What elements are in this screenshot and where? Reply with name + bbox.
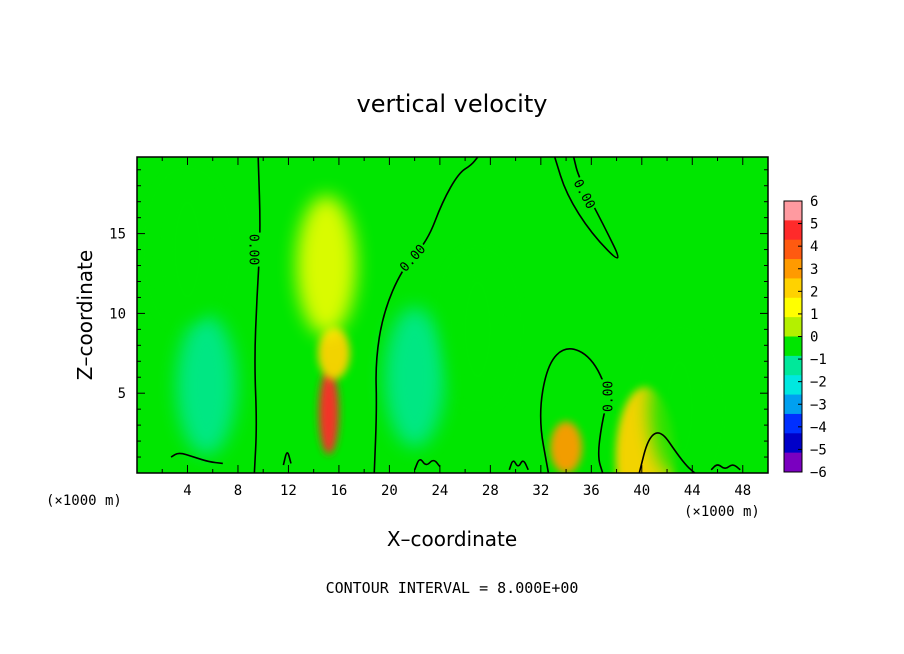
zero-contour-line (710, 464, 741, 471)
field-feature (550, 421, 583, 473)
field-feature (649, 339, 710, 473)
colorbar-swatch (784, 220, 802, 241)
colorbar-label: −2 (810, 375, 827, 391)
colorbar-label: −4 (810, 420, 827, 436)
colorbar-swatch (784, 278, 802, 299)
x-tick-label: 28 (482, 483, 499, 499)
colorbar: 6 5 4 3 2 1 0 −1 −2 −3 −4 −5 −6 (783, 194, 827, 481)
colorbar-swatch (784, 336, 802, 357)
zero-contour-line (282, 452, 292, 466)
colorbar-swatch (784, 239, 802, 260)
x-tick-label: 4 (183, 483, 191, 499)
zero-contour-line (539, 348, 608, 473)
colorbar-label: 4 (810, 239, 818, 255)
colorbar-label: −6 (810, 465, 827, 481)
contour-label: 0.00 (245, 234, 260, 265)
x-axis-label: X–coordinate (387, 527, 517, 551)
zero-contour-line (508, 460, 529, 471)
x-tick-label: 44 (684, 483, 701, 499)
x-axis-ticks: 4 8 12 16 20 24 28 32 36 40 44 48 (136, 157, 769, 499)
x-unit-left: (×1000 m) (46, 493, 122, 509)
colorbar-swatch (784, 375, 802, 396)
y-axis-label: Z–coordinate (73, 250, 97, 380)
colorbar-swatch (784, 355, 802, 376)
contour-interval-note: CONTOUR INTERVAL = 8.000E+00 (326, 579, 579, 597)
colorbar-swatch (784, 394, 802, 415)
colorbar-swatch (784, 413, 802, 434)
x-unit-right: (×1000 m) (684, 504, 760, 520)
x-tick-label: 8 (234, 483, 242, 499)
field-feature (384, 307, 445, 448)
contour-label-bg (394, 239, 430, 276)
field-feature (317, 327, 350, 380)
colorbar-label: 0 (810, 330, 818, 346)
velocity-field (157, 179, 710, 473)
colorbar-label: −1 (810, 352, 827, 368)
colorbar-label: 5 (810, 217, 818, 233)
field-feature (318, 370, 339, 455)
x-tick-label: 40 (633, 483, 650, 499)
y-tick-label: 10 (109, 306, 126, 322)
zero-contour-line (170, 452, 223, 465)
field-feature (176, 315, 237, 456)
plot-area: 0.00 0.000.000.00 (136, 156, 769, 474)
colorbar-label: −5 (810, 442, 827, 458)
chart-title: vertical velocity (357, 90, 548, 118)
plot-frame (136, 156, 769, 474)
x-tick-label: 20 (381, 483, 398, 499)
colorbar-label: 6 (810, 194, 818, 210)
x-tick-label: 48 (734, 483, 751, 499)
colorbar-swatch (784, 452, 802, 473)
y-axis-ticks: 5 10 15 (109, 169, 768, 474)
y-tick-label: 5 (118, 386, 126, 402)
field-feature (157, 179, 218, 320)
x-tick-label: 16 (330, 483, 347, 499)
zero-contour-line (638, 432, 696, 473)
colorbar-label: 1 (810, 307, 818, 323)
field-feature (296, 195, 357, 336)
contour-label-bg (246, 232, 263, 267)
x-tick-label: 36 (583, 483, 600, 499)
colorbar-label: 3 (810, 262, 818, 278)
colorbar-label: −3 (810, 397, 827, 413)
colorbar-swatch (784, 317, 802, 337)
colorbar-swatch (784, 259, 802, 279)
zero-contour-line (413, 459, 441, 471)
field-feature (447, 259, 508, 400)
contour-label: 0.00 (602, 381, 617, 412)
x-tick-label: 24 (431, 483, 448, 499)
colorbar-swatch (784, 433, 802, 454)
colorbar-swatch (784, 297, 802, 318)
x-tick-label: 32 (532, 483, 549, 499)
contour-label-bg (599, 379, 616, 414)
colorbar-swatch (784, 201, 802, 221)
y-tick-label: 15 (109, 227, 126, 243)
x-tick-label: 12 (280, 483, 297, 499)
colorbar-label: 2 (810, 284, 818, 300)
contour-label-bg (569, 174, 601, 213)
